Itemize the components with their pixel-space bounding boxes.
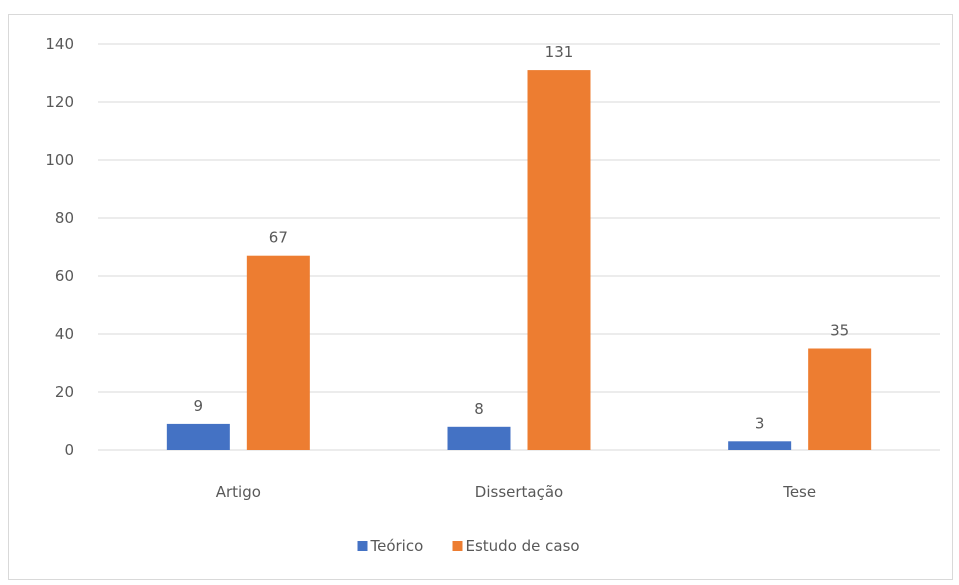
data-label: 9	[194, 397, 204, 415]
y-tick-label: 40	[55, 325, 74, 343]
category-label: Tese	[782, 483, 816, 501]
y-tick-label: 80	[55, 209, 74, 227]
data-label: 8	[474, 400, 484, 418]
data-label: 3	[755, 414, 765, 432]
gridlines	[98, 43, 940, 451]
category-label: Dissertação	[475, 483, 563, 501]
bar-teorico	[166, 423, 230, 450]
legend-label: Estudo de caso	[466, 537, 580, 555]
legend-swatch	[452, 541, 463, 551]
y-tick-label: 120	[45, 93, 74, 111]
legend: Teórico Estudo de caso	[357, 537, 580, 555]
y-tick-label: 60	[55, 267, 74, 285]
y-axis-ticks: 0 20 40 60 80 100 120 140	[45, 35, 74, 459]
data-label: 67	[269, 229, 288, 247]
y-tick-label: 100	[45, 151, 74, 169]
x-axis-categories: Artigo Dissertação Tese	[216, 483, 816, 501]
y-tick-label: 0	[64, 441, 74, 459]
y-tick-label: 140	[45, 35, 74, 53]
bar-teorico	[728, 441, 792, 450]
chart-frame	[8, 14, 953, 580]
data-labels: 9 67 8 131 3 35	[194, 43, 850, 432]
bar-estudo-de-caso	[527, 70, 591, 450]
legend-swatch	[357, 541, 368, 551]
legend-label: Teórico	[370, 537, 424, 555]
bar-estudo-de-caso	[808, 348, 872, 450]
bar-estudo-de-caso	[246, 255, 310, 450]
category-label: Artigo	[216, 483, 261, 501]
data-label: 131	[545, 43, 574, 61]
bar-teorico	[447, 426, 511, 450]
y-tick-label: 20	[55, 383, 74, 401]
bars	[166, 70, 872, 450]
data-label: 35	[830, 322, 849, 340]
